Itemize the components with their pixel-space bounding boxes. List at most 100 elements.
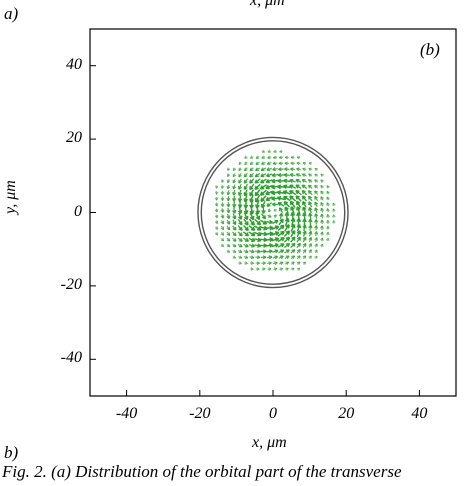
vector-arrow (238, 212, 243, 220)
vector-arrow (243, 167, 248, 172)
vector-arrow (273, 209, 277, 213)
vector-arrow (220, 231, 225, 236)
vector-arrow (254, 183, 261, 190)
vector-arrow (260, 249, 267, 254)
vector-arrow (243, 212, 249, 221)
vector-arrow (320, 184, 324, 189)
vector-arrow (238, 261, 242, 265)
vector-arrow (220, 208, 225, 213)
core-circle-2 (200, 140, 346, 285)
vector-arrow (302, 173, 307, 177)
vector-arrow (271, 172, 279, 178)
vector-arrow (314, 167, 318, 172)
vector-arrow (320, 201, 324, 207)
vector-arrow (278, 167, 284, 172)
vector-arrow (308, 243, 312, 248)
vector-arrow (226, 219, 231, 225)
vector-arrow (259, 184, 267, 190)
vector-arrow (278, 212, 284, 220)
vector-arrow (326, 219, 330, 224)
vector-arrow (243, 194, 249, 203)
vector-arrow (272, 167, 278, 172)
plot-frame (89, 28, 457, 397)
vector-arrow (249, 255, 255, 260)
vector-arrow (332, 208, 336, 212)
vector-arrow (255, 212, 261, 221)
vector-arrow (272, 255, 279, 260)
vector-arrow (283, 230, 291, 238)
vector-arrow (261, 255, 267, 260)
vector-arrow (220, 196, 225, 201)
vector-arrow (296, 249, 301, 254)
vector-arrow (314, 207, 319, 213)
vector-arrow (254, 243, 262, 248)
vector-arrow (277, 243, 285, 248)
vector-arrow (314, 219, 319, 225)
vector-arrow (272, 161, 278, 166)
x-tick-label: 20 (338, 405, 355, 422)
vector-arrow (289, 195, 297, 202)
vector-arrow (278, 161, 284, 166)
vector-arrow (238, 184, 242, 190)
vector-arrow (301, 184, 308, 189)
vector-arrow (265, 225, 274, 231)
vector-arrow (302, 224, 307, 232)
vector-arrow (302, 230, 307, 237)
vector-arrow (255, 255, 261, 260)
vector-arrow (248, 218, 255, 226)
vector-arrow (243, 183, 248, 191)
vector-arrow (249, 155, 254, 159)
vector-arrow (261, 207, 266, 214)
vector-arrow (273, 149, 277, 154)
vector-arrow (296, 261, 301, 265)
vector-arrow (314, 179, 319, 183)
vector-arrow (314, 195, 319, 201)
vector-arrow (226, 249, 231, 253)
vector-arrow (265, 190, 274, 196)
vector-arrow (260, 195, 267, 203)
vector-arrow (320, 173, 324, 177)
vector-arrow (326, 231, 330, 236)
x-axis-label: x, μm (252, 434, 287, 451)
vector-arrow (237, 225, 243, 231)
vector-arrow (296, 167, 301, 172)
vector-arrow (272, 219, 279, 225)
vector-arrow (249, 183, 255, 191)
vector-arrow (302, 218, 307, 226)
vector-arrow (283, 172, 290, 178)
vector-arrow (271, 231, 280, 236)
vector-arrow (226, 225, 231, 231)
vector-arrow (290, 249, 296, 254)
vector-arrow (255, 200, 260, 209)
vector-arrow (255, 261, 260, 266)
vector-arrow (227, 167, 231, 171)
vector-arrow (284, 206, 290, 214)
vector-arrow (238, 255, 243, 259)
vector-arrow (232, 201, 237, 208)
y-tick-label: 20 (66, 129, 82, 147)
vector-arrow (254, 218, 262, 226)
vector-arrow (302, 255, 307, 260)
vector-arrow (314, 173, 318, 177)
vector-arrow (254, 172, 261, 178)
vector-arrow (232, 255, 237, 259)
vector-arrow (276, 190, 285, 196)
top-x-axis-label: x, μm (250, 0, 285, 9)
vector-arrow (214, 232, 219, 236)
vector-arrow (272, 261, 278, 266)
vector-arrow (278, 218, 284, 226)
vector-arrow (244, 161, 248, 166)
vector-arrow (320, 190, 324, 195)
vector-arrow (308, 173, 313, 177)
vector-arrow (214, 214, 219, 219)
vector-arrow (237, 201, 243, 209)
vector-arrow (308, 236, 313, 243)
x-tick-label: -20 (189, 405, 211, 422)
vector-arrow (267, 208, 272, 213)
vector-arrow (255, 194, 261, 203)
vector-arrow (214, 196, 219, 201)
vector-arrow (260, 173, 267, 178)
vector-arrow (284, 261, 290, 266)
vector-arrow (332, 202, 336, 207)
